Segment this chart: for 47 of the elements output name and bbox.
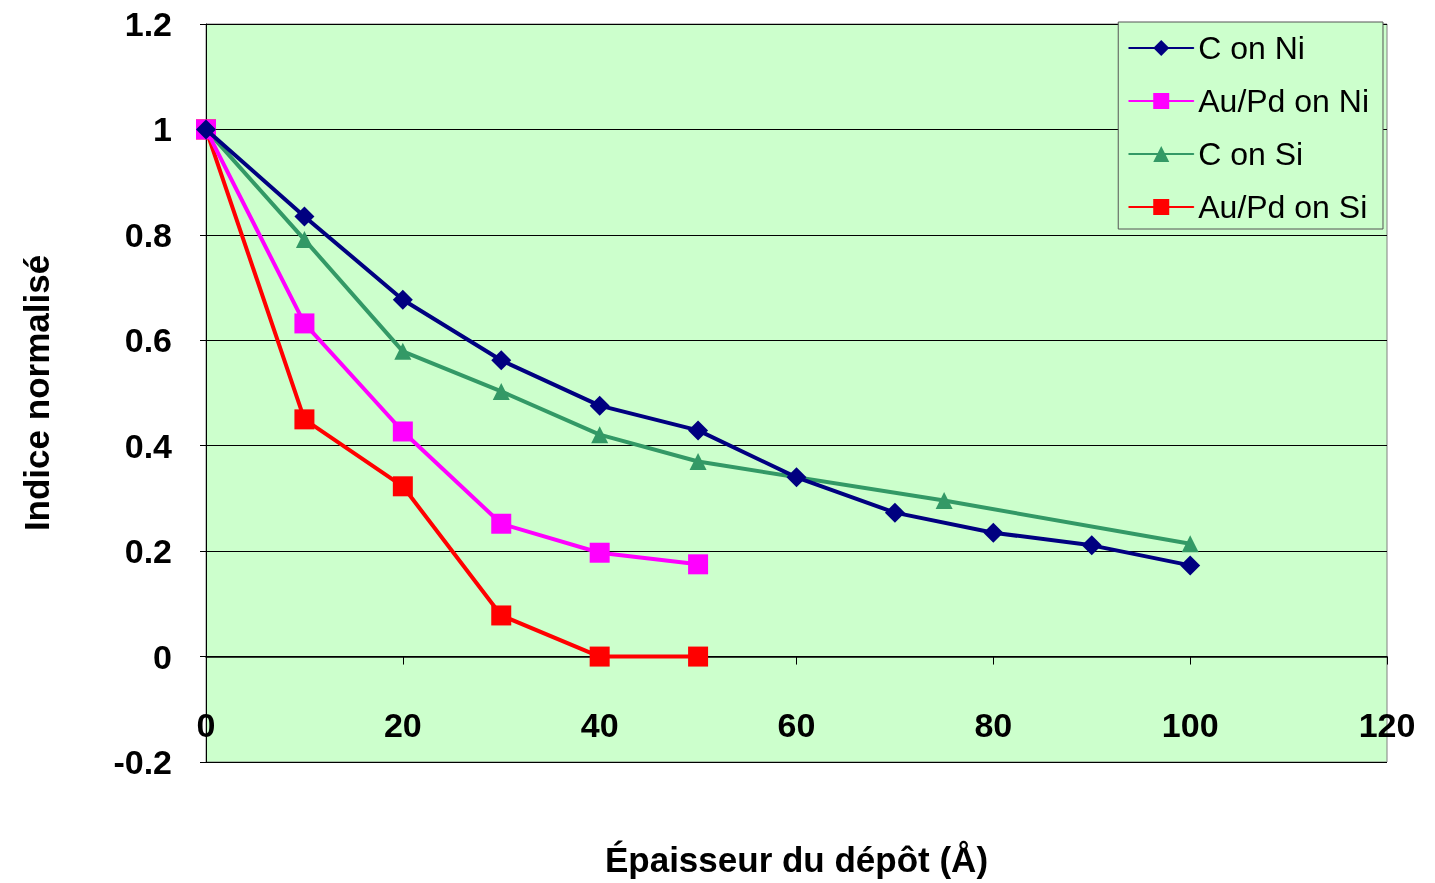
point xyxy=(1180,555,1201,576)
point xyxy=(1081,535,1102,556)
y-tick-label: 1 xyxy=(153,110,172,149)
x-tick-label: 20 xyxy=(383,706,422,744)
point xyxy=(294,409,315,430)
legend-label: C on Si xyxy=(1198,136,1304,172)
point xyxy=(392,476,413,497)
legend-label: C on Ni xyxy=(1198,30,1305,66)
x-tick-label: 100 xyxy=(1161,706,1219,744)
point xyxy=(491,605,512,626)
point xyxy=(786,467,807,488)
y-tick-label: 1.2 xyxy=(124,5,172,43)
point xyxy=(492,382,510,400)
point xyxy=(589,646,610,667)
point xyxy=(392,289,413,310)
y-axis-title: Indice normalisé xyxy=(17,254,56,532)
y-tick-label: 0.4 xyxy=(124,426,173,465)
x-tick-label: 60 xyxy=(777,706,816,744)
point xyxy=(884,502,905,523)
point xyxy=(491,350,512,371)
point xyxy=(294,313,315,334)
point xyxy=(689,453,707,471)
x-tick-label: 80 xyxy=(974,706,1013,744)
point xyxy=(394,342,412,360)
point xyxy=(295,231,313,249)
point xyxy=(491,513,512,534)
y-tick-label: -0.2 xyxy=(113,743,172,781)
y-tick-label: 0.2 xyxy=(124,532,172,571)
point xyxy=(688,554,709,575)
x-axis-title: Épaisseur du dépôt (Å) xyxy=(604,840,989,879)
x-tick-label: 40 xyxy=(580,706,619,744)
point xyxy=(591,426,609,444)
point xyxy=(983,522,1004,543)
legend-label: Au/Pd on Si xyxy=(1198,189,1368,225)
point xyxy=(589,395,610,416)
point xyxy=(392,421,413,442)
point xyxy=(589,542,610,563)
y-tick-label: 0.8 xyxy=(124,215,172,254)
point xyxy=(935,492,953,510)
point xyxy=(688,420,709,441)
point xyxy=(688,646,709,667)
point xyxy=(294,206,315,227)
y-tick-label: 0 xyxy=(153,637,172,676)
x-tick-label: 120 xyxy=(1358,706,1416,744)
point xyxy=(1181,535,1199,553)
legend-label: Au/Pd on Ni xyxy=(1198,83,1369,119)
y-tick-label: 0.6 xyxy=(124,321,172,360)
